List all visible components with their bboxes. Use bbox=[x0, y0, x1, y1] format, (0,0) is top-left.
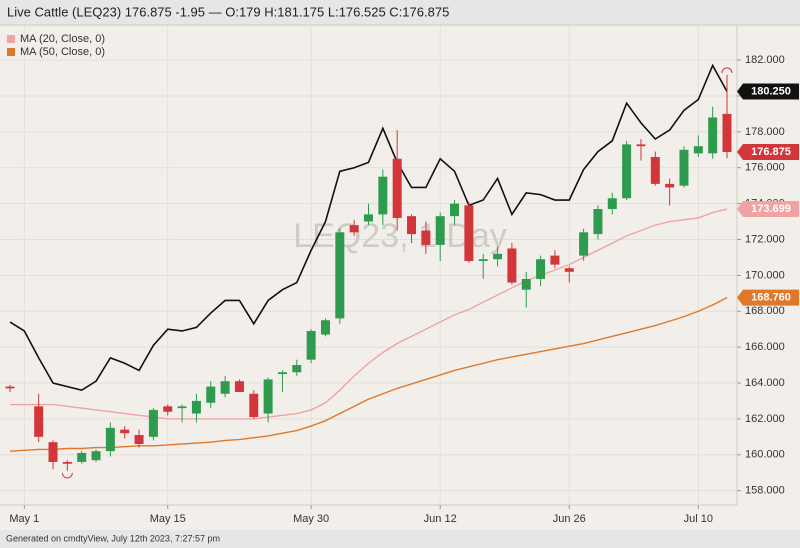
candle-body bbox=[607, 198, 617, 209]
candle-body bbox=[435, 216, 445, 245]
series-line bbox=[9, 63, 728, 392]
x-tick-label: May 30 bbox=[293, 513, 329, 525]
candle-body bbox=[306, 330, 316, 360]
candle-body bbox=[5, 386, 15, 389]
y-tick-label: 176.000 bbox=[745, 162, 785, 174]
y-tick-label: 172.000 bbox=[745, 233, 785, 245]
y-tick-label: 168.000 bbox=[745, 305, 785, 317]
x-tick-label: Jul 10 bbox=[684, 513, 713, 525]
candle-body bbox=[292, 365, 302, 373]
candle-body bbox=[507, 248, 517, 283]
candle-body bbox=[48, 442, 58, 462]
chart-title: Live Cattle (LEQ23) 176.875 -1.95 — O:17… bbox=[7, 4, 449, 19]
candle-body bbox=[564, 268, 574, 272]
legend-swatch bbox=[7, 35, 15, 43]
candle-body bbox=[364, 214, 373, 222]
candle-body bbox=[62, 461, 72, 464]
low-marker bbox=[61, 472, 73, 479]
candle-body bbox=[320, 320, 330, 335]
candle-body bbox=[407, 216, 417, 235]
candle-body bbox=[521, 278, 531, 290]
candle-body bbox=[34, 406, 44, 437]
y-tick-label: 158.000 bbox=[745, 485, 785, 497]
candle-body bbox=[335, 232, 345, 319]
candle-body bbox=[579, 232, 589, 256]
candle-body bbox=[636, 144, 646, 147]
candle-body bbox=[91, 451, 101, 461]
candle-body bbox=[679, 149, 689, 186]
y-tick-label: 166.000 bbox=[745, 341, 785, 353]
candle-body bbox=[148, 409, 158, 437]
candle-body bbox=[650, 156, 660, 184]
candle-body bbox=[163, 406, 173, 412]
candle-body bbox=[622, 144, 632, 199]
x-tick-label: May 15 bbox=[150, 513, 186, 525]
candle-body bbox=[421, 230, 431, 245]
series-line bbox=[10, 208, 728, 420]
header-bar bbox=[0, 0, 800, 25]
candle-body bbox=[263, 379, 273, 414]
candle-body bbox=[177, 406, 187, 409]
footer-bar bbox=[0, 530, 800, 548]
last-value-label: 173.699 bbox=[751, 203, 791, 215]
candle-body bbox=[708, 117, 718, 154]
y-tick-label: 182.000 bbox=[745, 54, 785, 66]
high-marker bbox=[721, 67, 733, 73]
candle-body bbox=[722, 113, 732, 153]
legend-swatch bbox=[7, 48, 15, 56]
candle-body bbox=[665, 183, 675, 188]
x-tick-label: Jun 12 bbox=[424, 513, 457, 525]
candle-body bbox=[550, 255, 560, 265]
candle-body bbox=[120, 429, 130, 434]
candle-body bbox=[191, 400, 201, 414]
last-close-label: 176.875 bbox=[751, 146, 791, 158]
candle-body bbox=[249, 393, 259, 418]
candle-body bbox=[392, 158, 402, 218]
candle-body bbox=[105, 427, 115, 452]
series-line bbox=[9, 296, 728, 452]
last-close-label-tag bbox=[737, 144, 799, 161]
candle-body bbox=[349, 225, 359, 233]
candle-body bbox=[593, 208, 603, 235]
candle-body bbox=[220, 381, 230, 394]
x-tick-label: May 1 bbox=[9, 513, 39, 525]
x-tick-label: Jun 26 bbox=[553, 513, 586, 525]
last-value-label-tag bbox=[737, 289, 799, 306]
candle-body bbox=[450, 203, 460, 217]
y-tick-label: 164.000 bbox=[745, 377, 785, 389]
last-value-label-tag bbox=[737, 83, 799, 100]
candle-body bbox=[493, 253, 503, 260]
candle-body bbox=[378, 176, 388, 215]
footer: Generated on cmdtyView, July 12th 2023, … bbox=[6, 533, 220, 543]
candle-body bbox=[134, 435, 144, 445]
candle-body bbox=[206, 386, 216, 403]
candle-body bbox=[693, 146, 703, 154]
y-tick-label: 160.000 bbox=[745, 449, 785, 461]
y-tick-label: 178.000 bbox=[745, 126, 785, 138]
y-tick-label: 162.000 bbox=[745, 413, 785, 425]
candle-body bbox=[536, 259, 546, 279]
legend-label: MA (50, Close, 0) bbox=[20, 46, 105, 58]
legend-label: MA (20, Close, 0) bbox=[20, 33, 105, 45]
last-value-label: 180.250 bbox=[751, 85, 791, 97]
candle-body bbox=[277, 372, 287, 375]
last-value-label-tag bbox=[737, 201, 799, 218]
candle-body bbox=[478, 259, 488, 262]
y-tick-label: 170.000 bbox=[745, 269, 785, 281]
candle-body bbox=[464, 205, 474, 262]
candle-body bbox=[77, 452, 87, 462]
candle-body bbox=[234, 381, 244, 392]
last-value-label: 168.760 bbox=[751, 292, 791, 304]
